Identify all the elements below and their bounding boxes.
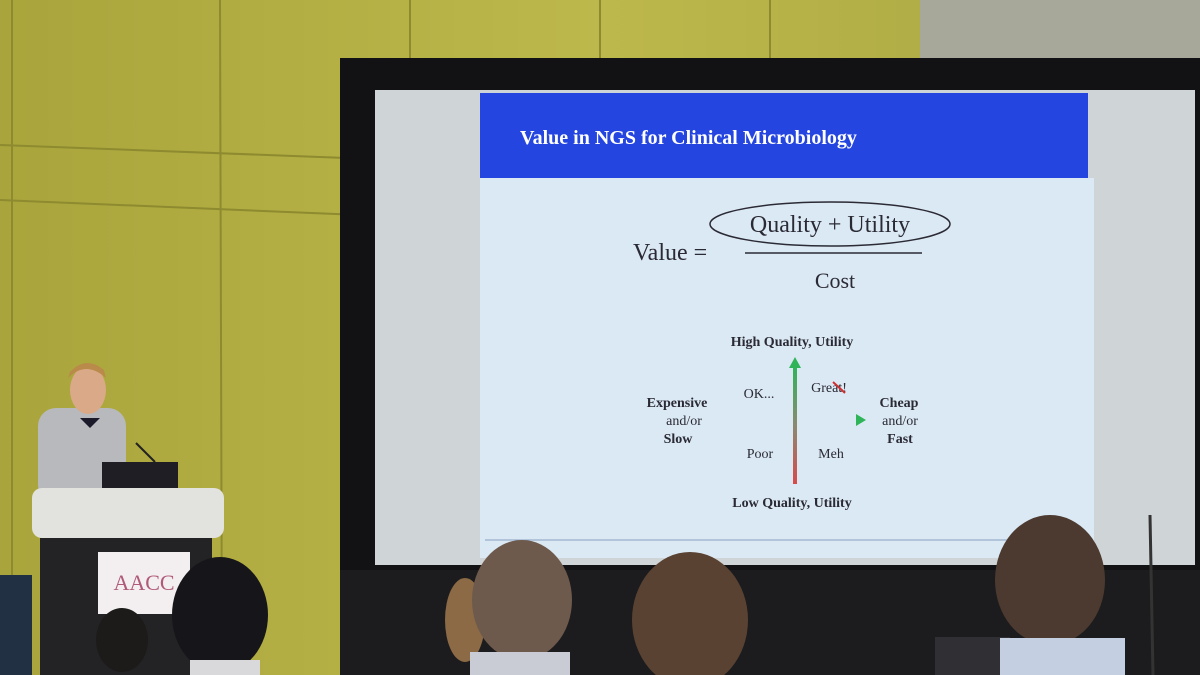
- axis-arrow: [856, 414, 866, 426]
- formula-denominator: Cost: [815, 268, 855, 293]
- formula-numerator: Quality + Utility: [750, 212, 910, 238]
- slide-body: [480, 178, 1094, 558]
- quadrant-right: and/or: [882, 414, 918, 429]
- quadrant-top-right: Great!: [811, 381, 847, 396]
- quadrant-right: Fast: [887, 432, 913, 447]
- vertical-axis: [793, 366, 797, 484]
- audience: [96, 515, 1125, 675]
- quadrant-top: High Quality, Utility: [731, 335, 854, 350]
- quadrant-left: Slow: [664, 432, 694, 447]
- microphone: [135, 442, 156, 463]
- quadrant-bottom: Low Quality, Utility: [732, 496, 851, 511]
- slide-header: [480, 93, 1088, 178]
- laser-mark: [832, 381, 846, 394]
- quadrant-bottom-right: Meh: [818, 447, 844, 462]
- quadrant-left: and/or: [666, 414, 702, 429]
- slide-title: Value in NGS for Clinical Microbiology: [520, 127, 857, 149]
- mic-stand: [1148, 514, 1155, 675]
- axis-arrow: [789, 357, 801, 368]
- quadrant-left: Expensive: [647, 396, 708, 411]
- quadrant-top-left: OK...: [744, 387, 775, 402]
- quadrant-bottom-left: Poor: [747, 447, 774, 462]
- table: [0, 575, 32, 675]
- podium-top: [32, 488, 224, 538]
- podium-logo: AACC: [113, 570, 174, 595]
- formula-lhs: Value =: [633, 240, 707, 266]
- quadrant-right: Cheap: [880, 396, 919, 411]
- numerator-circle: [709, 201, 951, 247]
- laptop: [102, 462, 178, 488]
